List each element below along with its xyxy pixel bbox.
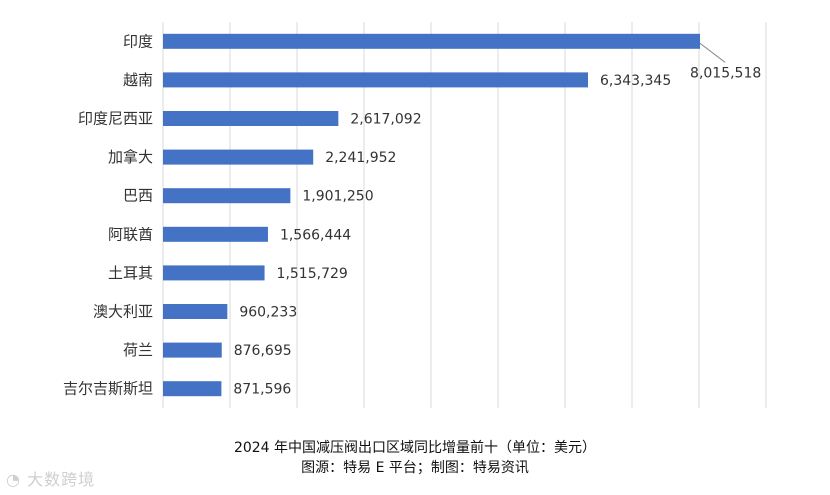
value-label: 2,617,092 — [350, 112, 421, 128]
bar — [163, 226, 268, 242]
category-label: 吉尔吉斯斯坦 — [63, 380, 153, 398]
value-label: 871,596 — [233, 382, 291, 398]
category-label: 土耳其 — [108, 264, 153, 282]
bar — [163, 111, 339, 126]
value-label: 6,343,345 — [600, 73, 671, 89]
category-label: 越南 — [123, 71, 153, 89]
chart-title: 2024 年中国减压阀出口区域同比增量前十（单位：美元） — [233, 440, 597, 456]
chart-source: 图源：特易 E 平台；制图：特易资讯 — [301, 460, 529, 476]
category-label: 印度尼西亚 — [78, 110, 153, 128]
watermark-icon: ◔ — [6, 470, 21, 489]
bar-chart: 印度 8,015,518 越南 6,343,345 印度尼西亚 2,617,092 加拿大 2… — [63, 22, 767, 408]
bar — [163, 149, 314, 165]
value-label: 1,566,444 — [280, 227, 351, 243]
value-label: 1,515,729 — [277, 266, 348, 282]
watermark-text: 大数跨境 — [27, 470, 96, 489]
bar — [163, 72, 589, 88]
bar — [163, 304, 228, 319]
category-label: 荷兰 — [123, 341, 153, 359]
category-label: 加拿大 — [108, 148, 153, 166]
watermark-logo: ◔ 大数跨境 — [6, 466, 95, 490]
value-label: 8,015,518 — [690, 65, 761, 81]
value-label: 2,241,952 — [325, 150, 396, 166]
bar — [163, 342, 222, 358]
bar — [163, 381, 222, 397]
bar — [163, 188, 291, 204]
bar — [163, 33, 701, 49]
value-label: 1,901,250 — [302, 189, 373, 205]
value-label: 960,233 — [239, 305, 297, 321]
leader-line — [699, 42, 726, 63]
category-label: 澳大利亚 — [93, 303, 153, 321]
category-label: 印度 — [123, 32, 153, 50]
bar — [163, 265, 265, 281]
category-label: 阿联酋 — [108, 225, 153, 243]
category-label: 巴西 — [123, 187, 153, 205]
value-label: 876,695 — [234, 343, 292, 359]
